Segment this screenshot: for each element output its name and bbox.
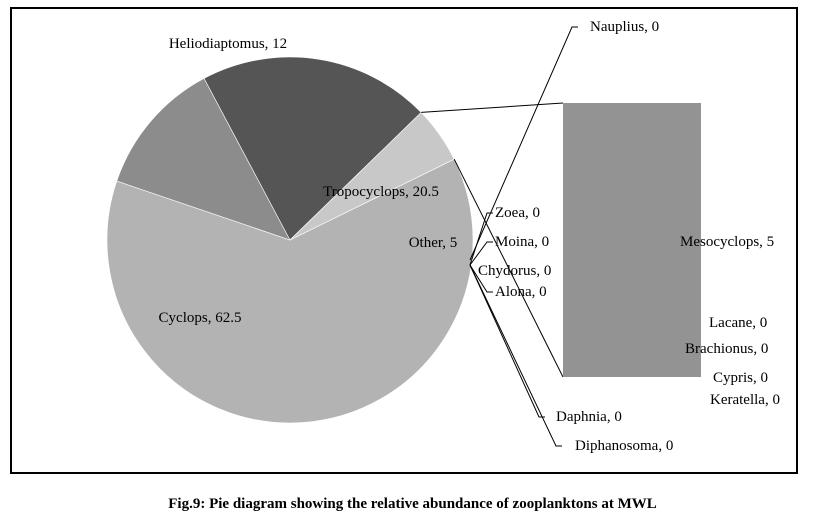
bar-item-label-keratella: Keratella, 0 [710, 392, 780, 408]
bar-item-label-diphanosoma: Diphanosoma, 0 [575, 438, 673, 454]
connector-line-top [421, 102, 564, 113]
pie-slices [106, 56, 474, 424]
slice-label-cyclops: Cyclops, 62.5 [159, 310, 242, 326]
bar-item-label-mesocyclops: Mesocyclops, 5 [680, 234, 774, 250]
secondary-bar [563, 103, 701, 377]
pie-bar-connectors [421, 102, 564, 378]
secondary-bar-segment-mesocyclops [563, 103, 701, 377]
bar-item-label-cypris: Cypris, 0 [713, 370, 768, 386]
bar-item-label-moina: Moina, 0 [495, 234, 549, 250]
bar-of-pie-chart: Cyclops, 62.5 Heliodiaptomus, 12 Tropocycl… [106, 19, 780, 454]
leader-line-moina [469, 241, 493, 266]
slice-label-other: Other, 5 [409, 235, 458, 251]
slice-label-heliodiaptomus: Heliodiaptomus, 12 [169, 36, 287, 52]
bar-item-label-daphnia: Daphnia, 0 [556, 409, 622, 425]
bar-item-label-chydorus: Chydorus, 0 [478, 263, 551, 279]
pie-slice-tropocyclops [203, 56, 422, 241]
leader-lines [469, 26, 578, 447]
bar-item-label-brachionus: Brachionus, 0 [685, 341, 768, 357]
slice-label-tropocyclops: Tropocyclops, 20.5 [323, 184, 439, 200]
figure-caption: Fig.9: Pie diagram showing the relative … [168, 496, 657, 512]
bar-item-label-zoea: Zoea, 0 [495, 205, 540, 221]
leader-line-zoea [469, 212, 493, 266]
leader-line-daphnia [469, 264, 545, 418]
data-labels: Cyclops, 62.5 Heliodiaptomus, 12 Tropocycl… [159, 19, 780, 454]
bar-item-label-nauplius: Nauplius, 0 [590, 19, 659, 35]
connector-line-bottom [453, 158, 564, 378]
bar-item-label-alona: Alona, 0 [495, 284, 547, 300]
leader-line-nauplius [469, 26, 578, 261]
pie-slice-heliodiaptomus [116, 78, 291, 241]
leader-line-alona [469, 264, 493, 293]
bar-item-label-lacane: Lacane, 0 [709, 315, 767, 331]
leader-line-diphanosoma [469, 264, 562, 447]
